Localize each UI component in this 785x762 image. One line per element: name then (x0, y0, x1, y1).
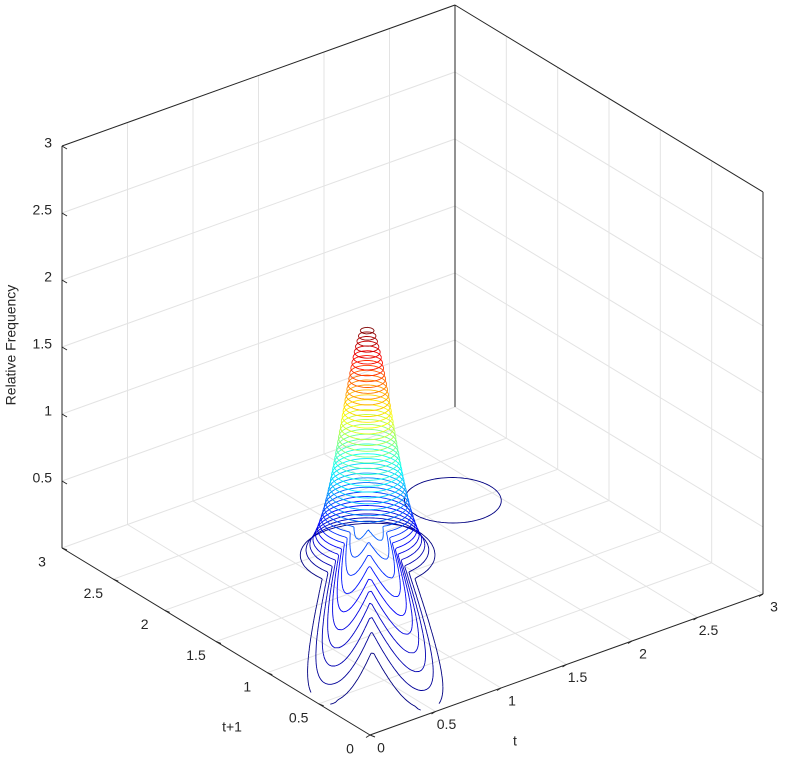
contour-line (312, 513, 423, 654)
contour-line (338, 423, 397, 452)
axes-box (61, 4, 764, 738)
tick-mark (61, 279, 68, 284)
contour-line (350, 360, 384, 377)
x-tick-label: 0.5 (437, 716, 457, 732)
contour-line (355, 340, 380, 353)
x-tick-label: 2 (639, 646, 647, 662)
grid-line (454, 205, 764, 394)
grid-line (61, 71, 456, 214)
tick-mark (369, 734, 376, 738)
x-tick-label: 1 (508, 693, 516, 709)
y-tick-label: 0 (346, 741, 354, 757)
tick-mark (61, 547, 68, 551)
z-tick-label: 0.5 (33, 470, 53, 486)
grid-line (454, 71, 764, 260)
y-tick-label: 2 (141, 616, 149, 632)
contour-line (356, 336, 378, 347)
grid-line (454, 339, 764, 528)
axis-line (61, 4, 456, 147)
y-tick-label: 1 (243, 678, 251, 694)
grid-line (164, 468, 558, 611)
contour-line (333, 448, 402, 481)
grid-line (61, 272, 456, 415)
z-axis-label: Relative Frequency (3, 285, 19, 406)
tick-mark (164, 609, 170, 613)
tick-mark (318, 703, 324, 707)
contour-line (328, 467, 406, 505)
contours (299, 326, 502, 711)
grid-line (61, 406, 456, 549)
labels: 0 0.5 1 1.5 2 2.5 3 0 0.5 1 1.5 2 2.5 3 0.5 1 1.5 2 2.5 3 (33, 135, 779, 757)
tick-mark (61, 480, 68, 485)
y-axis-label: t+1 (222, 719, 242, 735)
z-tick-label: 3 (44, 135, 52, 151)
grid-line (454, 272, 764, 461)
tick-mark (562, 664, 567, 668)
x-tick-label: 3 (770, 599, 778, 615)
z-tick-label: 2.5 (33, 202, 53, 218)
x-tick-label: 1.5 (568, 669, 588, 685)
y-tick-label: 1.5 (186, 647, 206, 663)
contour-line (343, 394, 391, 417)
contour-line (330, 462, 405, 499)
contour-line (351, 355, 383, 371)
tick-mark (215, 641, 222, 644)
tick-mark (431, 711, 436, 715)
contour-line (348, 369, 387, 388)
axis-line (454, 4, 764, 193)
x-axis-label: t (513, 733, 517, 749)
grid-line (113, 437, 507, 580)
grid-line (61, 205, 456, 348)
contour-line (339, 414, 395, 441)
contour-line (357, 331, 377, 341)
tick-mark (496, 687, 502, 691)
y-tick-label: 3 (38, 554, 46, 570)
z-tick-label: 1 (44, 403, 52, 419)
grid-line (61, 339, 456, 482)
contour-line (352, 350, 382, 365)
contour-line (326, 477, 409, 517)
grid-line (267, 531, 661, 674)
contour-line (309, 517, 426, 673)
x-tick-label: 0 (377, 740, 385, 756)
tick-mark (61, 346, 68, 351)
x-tick-label: 2.5 (699, 622, 719, 638)
grid-line (215, 500, 610, 642)
z-tick-label: 1.5 (33, 336, 53, 352)
tick-mark (61, 212, 68, 217)
tick-mark (365, 734, 371, 738)
grid-line (318, 562, 712, 705)
grid-line (61, 138, 456, 281)
tick-mark (61, 145, 68, 150)
z-tick-label: 2 (44, 269, 52, 285)
tick-mark (693, 617, 698, 621)
contour-line (359, 326, 375, 335)
tick-mark (113, 578, 119, 582)
contour-line (337, 428, 398, 458)
y-tick-label: 0.5 (289, 710, 309, 726)
tick-mark (758, 593, 764, 597)
contour-line (322, 491, 413, 560)
grid-line (454, 138, 764, 327)
contour-line (340, 409, 394, 435)
y-tick-label: 2.5 (84, 585, 104, 601)
tick-mark (61, 413, 68, 418)
tick-mark (627, 640, 633, 644)
tick-mark (267, 672, 273, 676)
